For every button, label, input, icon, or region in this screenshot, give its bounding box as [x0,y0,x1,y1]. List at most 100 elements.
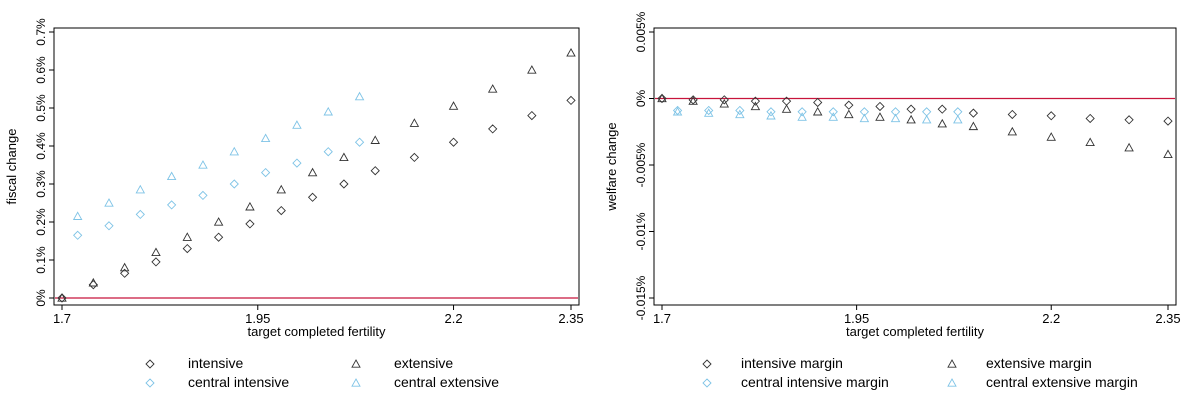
data-point [245,219,255,229]
data-point [657,93,667,104]
data-point [448,137,459,147]
data-point [906,104,916,114]
legend-label: intensive [188,355,243,371]
y-tick-label: 0% [34,289,48,307]
data-point [57,293,67,302]
data-point [292,158,302,168]
data-point [766,107,776,117]
data-point [229,179,239,189]
data-point [813,97,823,108]
y-tick-label: -0.005% [634,142,648,187]
fiscal-change-chart: 1.7 1.95 2.2 2.35 0% 0.1% 0.2% 0.3% 0.4% 0.5% 0.6%… [4,18,584,390]
legend-marker [351,359,361,368]
data-point [968,108,979,118]
data-point [750,101,761,111]
data-point [527,65,537,74]
data-point [307,192,318,202]
data-point [166,200,177,210]
data-point [104,221,114,231]
data-point [260,133,271,143]
data-point [448,101,459,110]
x-tick-label: 1.7 [653,311,671,326]
data-point [1046,132,1056,141]
data-point [370,166,380,176]
data-point [672,106,683,116]
data-point [487,84,498,93]
y-tick-label: 0% [634,89,648,107]
y-axis-title: welfare change [604,122,619,211]
data-point [182,243,192,254]
data-point [1007,109,1017,120]
data-point [73,230,83,240]
plot-frame [653,27,1177,306]
data-point [875,101,885,112]
data-point [488,124,498,134]
data-point [566,47,576,57]
data-point [657,93,667,103]
data-point [875,112,885,121]
data-point [953,107,963,117]
data-point [292,120,302,129]
data-point [57,293,67,303]
data-point [859,113,870,123]
data-point [323,147,333,157]
x-tick-label: 2.2 [444,311,462,326]
data-point [213,217,224,226]
data-point [766,110,776,120]
legend-marker [947,359,957,368]
legend-marker [702,359,712,369]
data-point [890,113,901,123]
x-tick-label: 2.2 [1042,311,1060,326]
legend-label: extensive [394,355,453,371]
legend-marker [947,378,957,387]
series-extensive [57,47,576,302]
y-axis-title: fiscal change [4,129,19,205]
legend-marker [351,378,361,387]
y-tick-label: 0.2% [34,208,48,236]
data-point [527,110,537,121]
data-point [135,209,145,220]
data-point [276,205,286,216]
y-tick-label: 0.1% [34,246,48,274]
series-intensive [57,95,576,303]
data-point [1163,149,1173,159]
data-point [198,160,208,169]
data-point [409,152,420,163]
data-point [566,95,576,106]
y-tick-label: 0.4% [34,132,48,160]
data-point [370,135,380,144]
data-point [409,118,420,127]
data-point [890,107,901,117]
legend-marker [145,359,155,369]
series-central-extensive [72,91,365,220]
data-point [735,105,745,116]
data-point [307,167,318,177]
data-point [921,114,932,124]
data-point [937,104,947,114]
data-point [704,105,714,116]
data-point [750,96,761,106]
data-point [260,167,271,178]
data-point [859,107,870,117]
data-point [354,137,365,147]
data-point [72,211,83,220]
data-point [119,262,130,272]
x-axis-title: target completed fertility [247,324,386,339]
data-point [1046,111,1056,121]
data-point [812,106,823,116]
data-point [719,95,729,105]
x-axis-title: target completed fertility [846,324,985,339]
data-point [182,232,193,241]
data-point [672,105,683,116]
y-tick-label: 0.6% [34,56,48,84]
data-point [797,112,807,121]
data-point [735,109,745,119]
x-tick-label: 1.7 [53,311,71,326]
data-point [844,109,854,119]
data-point [339,179,349,189]
x-tick-label: 1.95 [245,311,270,326]
series-intensive-margin [657,93,1173,126]
data-point [229,146,240,156]
x-tick-label: 2.35 [1155,311,1180,326]
data-point [719,98,730,108]
